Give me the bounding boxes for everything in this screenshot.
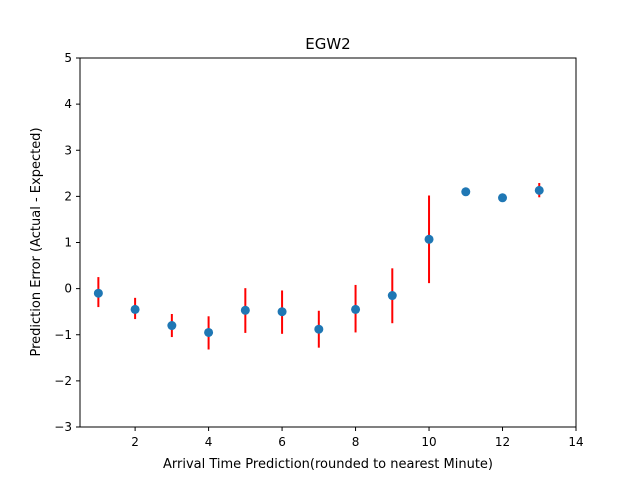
y-tick-label: −2 [54,374,72,388]
x-tick-label: 4 [205,435,213,449]
plot-area [93,182,544,350]
data-point [534,185,544,195]
data-point [461,187,471,197]
y-tick-label: 1 [64,236,72,250]
x-tick-label: 14 [568,435,583,449]
data-point [167,321,177,331]
data-point [424,234,434,244]
data-point [314,324,324,334]
chart-title: EGW2 [305,35,350,53]
x-tick-label: 6 [278,435,286,449]
y-tick-label: −3 [54,420,72,434]
x-tick-label: 2 [131,435,139,449]
y-tick-label: 4 [64,97,72,111]
y-axis-title: Prediction Error (Actual - Expected) [29,127,44,356]
y-tick-label: 0 [64,282,72,296]
y-tick-label: 3 [64,143,72,157]
data-point [277,307,287,317]
y-tick-label: 2 [64,189,72,203]
data-point [498,193,508,203]
x-tick-label: 10 [421,435,436,449]
data-point [204,327,214,337]
data-point [351,304,361,314]
data-point [130,304,140,314]
y-tick-label: −1 [54,328,72,342]
axes-frame [79,57,577,428]
x-tick-label: 12 [495,435,510,449]
data-point [93,288,103,298]
data-point [387,291,397,301]
y-tick-label: 5 [64,51,72,65]
x-tick-label: 8 [352,435,360,449]
data-point [240,305,250,315]
x-axis-title: Arrival Time Prediction(rounded to neare… [163,457,493,472]
